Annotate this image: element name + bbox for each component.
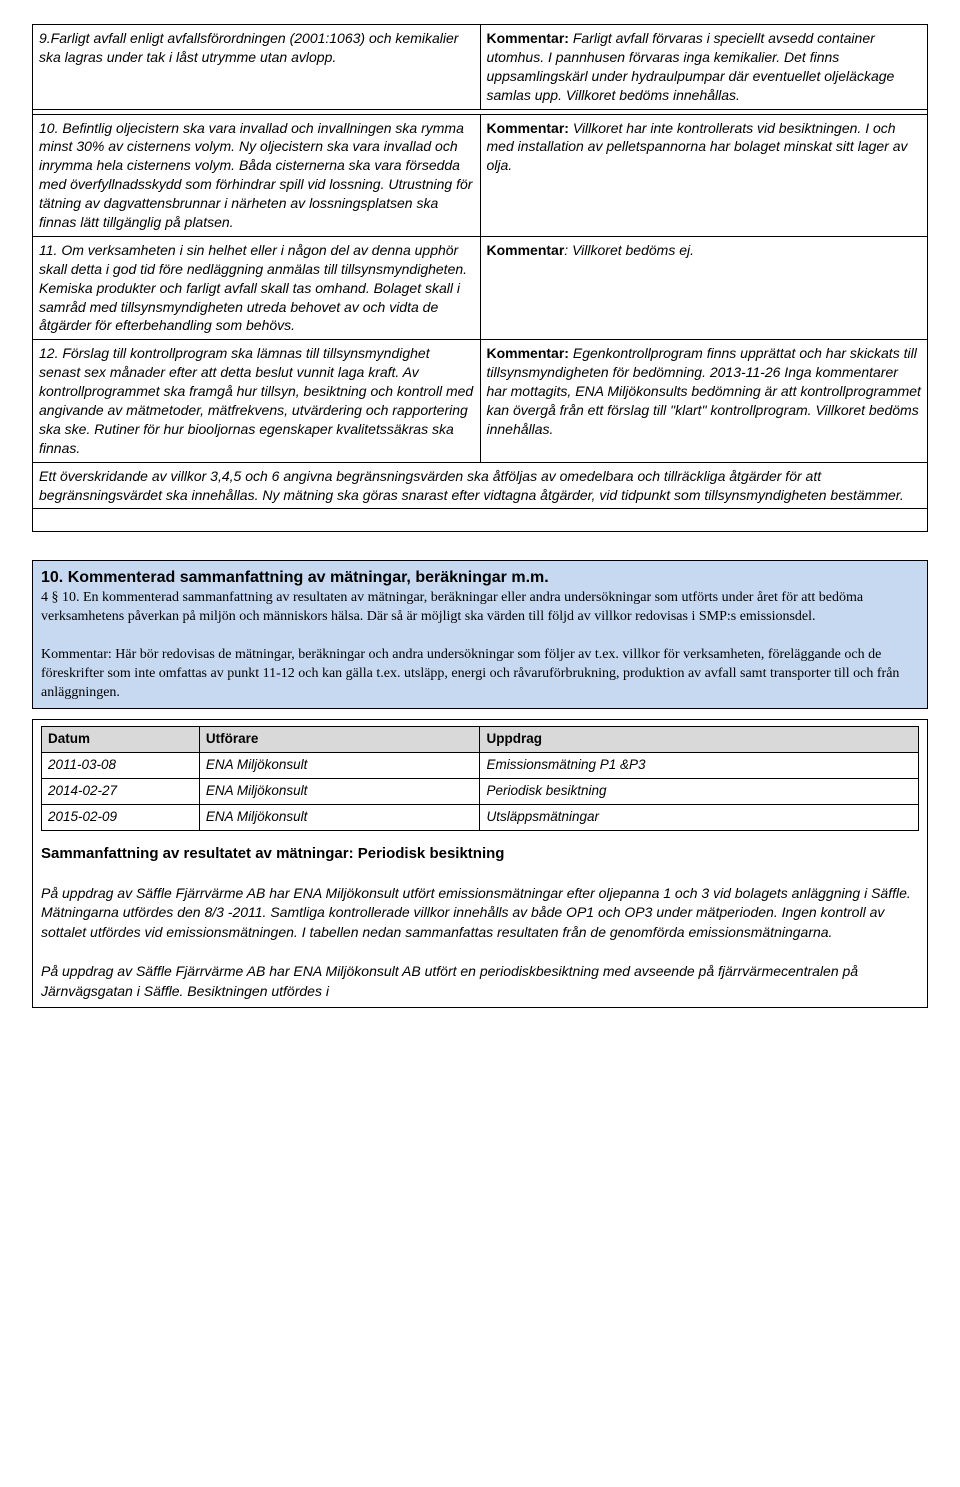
th-uppdrag: Uppdrag xyxy=(480,727,919,753)
villkor-9-left: 9.Farligt avfall enligt avfallsförordnin… xyxy=(33,25,481,110)
kommentar-body: Här bör redovisas de mätningar, beräknin… xyxy=(41,647,899,700)
villkor-footer: Ett överskridande av villkor 3,4,5 och 6… xyxy=(33,462,928,509)
cell-datum: 2014-02-27 xyxy=(42,779,200,805)
villkor-10-left: 10. Befintlig oljecistern ska vara inval… xyxy=(33,114,481,236)
section10-infobox: 10. Kommenterad sammanfattning av mätnin… xyxy=(32,560,928,709)
kommentar-label: Kommentar: xyxy=(487,30,569,46)
villkor-9-right: Kommentar: Farligt avfall förvaras i spe… xyxy=(480,25,928,110)
table-row: 2011-03-08 ENA Miljökonsult Emissionsmät… xyxy=(42,753,919,779)
th-datum: Datum xyxy=(42,727,200,753)
table-row: 2015-02-09 ENA Miljökonsult Utsläppsmätn… xyxy=(42,805,919,831)
cell-utforare: ENA Miljökonsult xyxy=(199,805,480,831)
result-title: Sammanfattning av resultatet av mätninga… xyxy=(41,843,919,864)
villkor-11-right: Kommentar: Villkoret bedöms ej. xyxy=(480,236,928,339)
result-para1: På uppdrag av Säffle Fjärrvärme AB har E… xyxy=(41,884,919,943)
table-row: 2014-02-27 ENA Miljökonsult Periodisk be… xyxy=(42,779,919,805)
kommentar-body: : Villkoret bedöms ej. xyxy=(564,242,694,258)
cell-uppdrag: Utsläppsmätningar xyxy=(480,805,919,831)
cell-datum: 2011-03-08 xyxy=(42,753,200,779)
measurements-table: Datum Utförare Uppdrag 2011-03-08 ENA Mi… xyxy=(41,726,919,831)
section10-kommentar: Kommentar: Här bör redovisas de mätninga… xyxy=(41,646,919,703)
cell-datum: 2015-02-09 xyxy=(42,805,200,831)
cell-uppdrag: Emissionsmätning P1 &P3 xyxy=(480,753,919,779)
villkor-10-right: Kommentar: Villkoret har inte kontroller… xyxy=(480,114,928,236)
cell-uppdrag: Periodisk besiktning xyxy=(480,779,919,805)
kommentar-label: Kommentar: xyxy=(487,345,569,361)
kommentar-label: Kommentar: xyxy=(41,647,112,662)
villkor-12-left: 12. Förslag till kontrollprogram ska läm… xyxy=(33,340,481,462)
kommentar-label: Kommentar xyxy=(487,242,565,258)
villkor-12-right: Kommentar: Egenkontrollprogram finns upp… xyxy=(480,340,928,462)
empty-row xyxy=(33,509,928,532)
villkor-11-left: 11. Om verksamheten i sin helhet eller i… xyxy=(33,236,481,339)
cell-utforare: ENA Miljökonsult xyxy=(199,779,480,805)
villkor-table: 9.Farligt avfall enligt avfallsförordnin… xyxy=(32,24,928,532)
th-utforare: Utförare xyxy=(199,727,480,753)
section10-title: 10. Kommenterad sammanfattning av mätnin… xyxy=(41,567,919,589)
result-para2: På uppdrag av Säffle Fjärrvärme AB har E… xyxy=(41,962,919,1001)
kommentar-label: Kommentar: xyxy=(487,120,569,136)
measurements-result-box: Datum Utförare Uppdrag 2011-03-08 ENA Mi… xyxy=(32,719,928,1008)
section10-intro: 4 § 10. En kommenterad sammanfattning av… xyxy=(41,589,919,627)
cell-utforare: ENA Miljökonsult xyxy=(199,753,480,779)
